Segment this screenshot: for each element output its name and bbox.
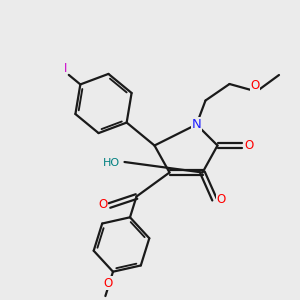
Text: N: N [192,118,201,131]
Text: O: O [98,198,107,212]
Text: HO: HO [102,158,120,169]
Text: I: I [64,62,67,75]
Text: O: O [244,139,253,152]
Text: O: O [103,277,112,290]
Text: O: O [250,79,260,92]
Text: O: O [217,193,226,206]
